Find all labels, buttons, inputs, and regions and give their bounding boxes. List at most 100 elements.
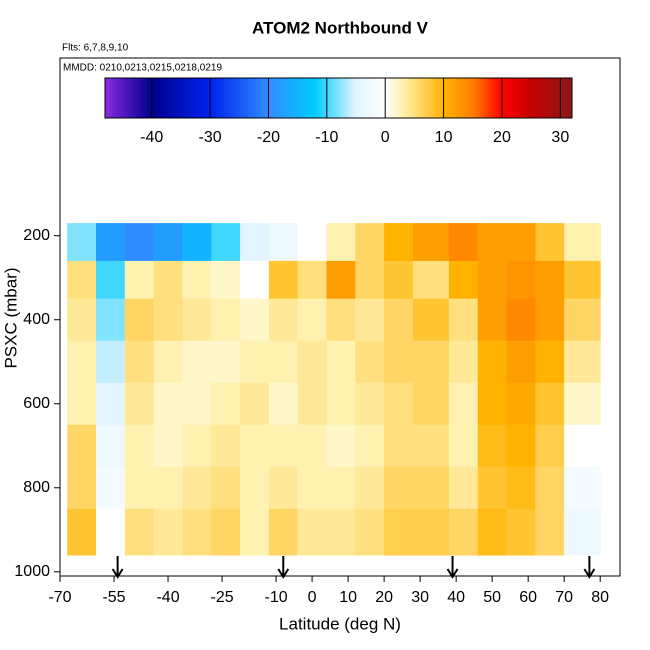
heatmap-cell <box>297 298 327 342</box>
heatmap-cell <box>412 424 450 468</box>
heatmap-cell <box>506 424 536 468</box>
heatmap-cell <box>67 466 97 510</box>
heatmap-cell <box>124 382 155 426</box>
heatmap-cell <box>448 466 479 510</box>
x-axis-label: Latitude (deg N) <box>279 614 401 633</box>
y-tick-label: 600 <box>23 395 50 412</box>
heatmap-cell <box>96 340 126 384</box>
heatmap-cell <box>268 508 299 556</box>
x-tick-label: 0 <box>308 589 317 606</box>
heatmap-cell <box>535 466 565 510</box>
heatmap-cell <box>326 466 356 510</box>
heatmap-cell <box>240 223 270 262</box>
colorbar-tick-label: -20 <box>257 129 280 146</box>
x-tick-label: 80 <box>591 589 609 606</box>
heatmap-cell <box>67 340 97 384</box>
colorbar-tick-label: 30 <box>551 129 569 146</box>
heatmap-cell <box>384 424 414 468</box>
heatmap-cell <box>564 223 601 262</box>
heatmap-cell <box>384 382 414 426</box>
heatmap-cell <box>67 260 97 300</box>
colorbar-tick-label: 10 <box>435 129 453 146</box>
heatmap-cell <box>564 340 601 384</box>
heatmap-cell <box>326 382 356 426</box>
heatmap-cell <box>153 466 183 510</box>
heatmap-cell <box>564 382 601 426</box>
heatmap-cell <box>297 223 327 262</box>
heatmap-cell <box>124 298 155 342</box>
heatmap-cell <box>153 223 183 262</box>
heatmap-cell <box>153 508 183 556</box>
heatmap-cell <box>297 382 327 426</box>
heatmap-cell <box>211 340 241 384</box>
heatmap-cell <box>182 340 212 384</box>
heatmap-cell <box>535 508 565 556</box>
heatmap-cell <box>477 466 508 510</box>
heatmap-cell <box>211 466 241 510</box>
heatmap-cell <box>268 382 299 426</box>
heatmap-cell <box>153 382 183 426</box>
heatmap-cell <box>240 508 270 556</box>
x-tick-label: 30 <box>411 589 429 606</box>
arrow-head <box>446 568 459 579</box>
heatmap-cell <box>477 340 508 384</box>
heatmap-cell <box>96 260 126 300</box>
heatmap-cell <box>67 223 97 262</box>
heatmap-cell <box>268 424 299 468</box>
heatmap-cell <box>182 466 212 510</box>
subtitle: Flts: 6,7,8,9,10 <box>62 43 129 54</box>
heatmap-cell <box>182 424 212 468</box>
heatmap-cell <box>268 260 299 300</box>
heatmap-cell <box>535 382 565 426</box>
heatmap-cell <box>96 508 126 556</box>
heatmap-cell <box>326 340 356 384</box>
heatmap-cell <box>211 260 241 300</box>
heatmap-cell <box>96 223 126 262</box>
colorbar-tick-label: -40 <box>140 129 163 146</box>
heatmap-cell <box>297 340 327 384</box>
heatmap-cell <box>506 223 536 262</box>
x-tick-label: 50 <box>483 589 501 606</box>
heatmap-cell <box>153 298 183 342</box>
heatmap-cell <box>477 223 508 262</box>
x-tick-label: -40 <box>156 589 179 606</box>
heatmap-cell <box>124 508 155 556</box>
heatmap-cell <box>477 382 508 426</box>
heatmap-cell <box>412 298 450 342</box>
colorbar-tick-label: -30 <box>199 129 222 146</box>
heatmap-cell <box>355 424 385 468</box>
heatmap-cell <box>124 260 155 300</box>
x-tick-label: 70 <box>555 589 573 606</box>
heatmap-cell <box>124 424 155 468</box>
heatmap-cell <box>268 298 299 342</box>
y-tick-label: 200 <box>23 227 50 244</box>
heatmap-cell <box>448 424 479 468</box>
y-tick-label: 1000 <box>14 563 50 580</box>
heatmap-cell <box>240 466 270 510</box>
heatmap-cell <box>477 508 508 556</box>
colorbar-tick-label: 0 <box>381 129 390 146</box>
y-tick-label: 400 <box>23 311 50 328</box>
heatmap-cell <box>297 508 327 556</box>
heatmap-cell <box>124 223 155 262</box>
heatmap-cell <box>182 298 212 342</box>
heatmap-cell <box>448 260 479 300</box>
heatmap-cell <box>67 508 97 556</box>
chart-title: ATOM2 Northbound V <box>252 18 429 37</box>
heatmap-cell <box>506 260 536 300</box>
heatmap-cell <box>211 424 241 468</box>
x-tick-label: -25 <box>210 589 233 606</box>
heatmap-cell <box>535 424 565 468</box>
heatmap-cell <box>448 382 479 426</box>
heatmap-cell <box>240 260 270 300</box>
heatmap-cell <box>477 424 508 468</box>
heatmap-cell <box>355 508 385 556</box>
heatmap-cell <box>412 340 450 384</box>
heatmap-cell <box>297 260 327 300</box>
heatmap-cell <box>355 260 385 300</box>
heatmap-cell <box>297 466 327 510</box>
heatmap-cell <box>268 466 299 510</box>
heatmap-cell <box>96 466 126 510</box>
heatmap-cell <box>355 466 385 510</box>
